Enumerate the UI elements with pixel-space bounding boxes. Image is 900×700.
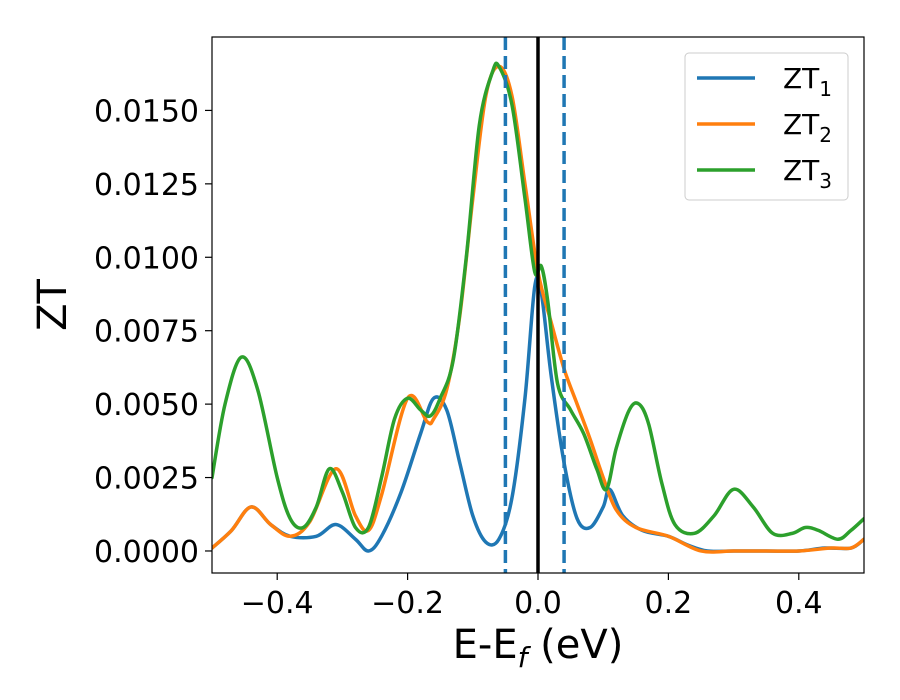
legend-label: ZT3 [783,154,832,193]
series-line-zt3 [212,61,864,541]
x-tick-label: 0.0 [514,586,562,621]
y-axis-ticks: 0.0000 0.0025 0.0050 0.0075 0.0100 0.0125 0.01… [94,94,212,570]
y-tick-label: 0.0000 [94,535,199,570]
x-axis-label: E-Ef (eV) [453,622,624,674]
legend-entries: ZT1 ZT2 ZT3 [697,62,832,193]
y-tick-label: 0.0125 [94,168,199,203]
x-tick-label: 0.2 [645,586,693,621]
y-tick-label: 0.0025 [94,462,199,497]
y-axis-label: ZT [30,279,76,331]
vline-layer [503,37,566,573]
legend: ZT1 ZT2 ZT3 [684,52,849,201]
x-tick-label: −0.2 [371,586,444,621]
y-tick-label: 0.0075 [94,315,199,350]
y-tick-label: 0.0150 [94,94,199,129]
x-tick-label: −0.4 [241,586,314,621]
x-tick-label: 0.4 [775,586,823,621]
series-layer [212,61,864,554]
legend-label: ZT2 [783,108,832,147]
y-tick-label: 0.0050 [94,388,199,423]
y-tick-label: 0.0100 [94,241,199,276]
legend-box [684,52,849,201]
x-axis-ticks: −0.4 −0.2 0.0 0.2 0.4 [241,573,823,621]
legend-label: ZT1 [783,62,832,101]
